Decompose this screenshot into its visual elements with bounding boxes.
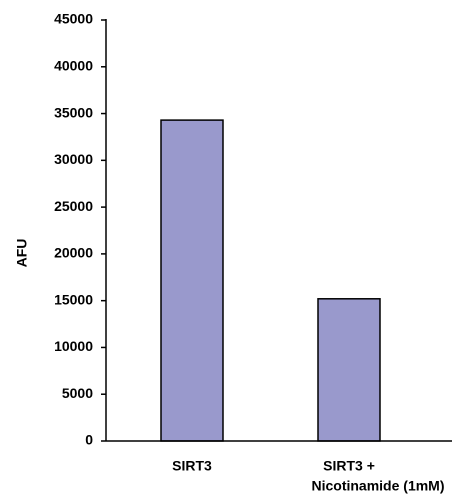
y-tick-label: 10000 bbox=[54, 338, 93, 354]
y-tick-label: 30000 bbox=[54, 151, 93, 167]
y-tick-label: 25000 bbox=[54, 198, 93, 214]
y-tick-label: 5000 bbox=[62, 385, 93, 401]
bar bbox=[160, 119, 224, 442]
y-tick-label: 35000 bbox=[54, 104, 93, 120]
y-axis: 0 5000 10000 15000 20000 25000 30000 35000 40000… bbox=[54, 11, 107, 448]
x-axis: SIRT3 SIRT3 + Nicotinamide (1mM) bbox=[106, 440, 452, 494]
x-tick-label: Nicotinamide (1mM) bbox=[311, 478, 444, 494]
y-tick-label: 40000 bbox=[54, 57, 93, 73]
y-axis-label: AFU bbox=[14, 239, 30, 268]
y-tick-label: 45000 bbox=[54, 11, 93, 27]
bar bbox=[317, 298, 381, 442]
y-tick-label: 0 bbox=[85, 432, 93, 448]
x-tick-label: SIRT3 bbox=[172, 458, 212, 474]
bars bbox=[160, 119, 381, 442]
y-tick-label: 15000 bbox=[54, 291, 93, 307]
x-tick-label: SIRT3 + bbox=[323, 458, 375, 474]
y-tick-label: 20000 bbox=[54, 245, 93, 261]
